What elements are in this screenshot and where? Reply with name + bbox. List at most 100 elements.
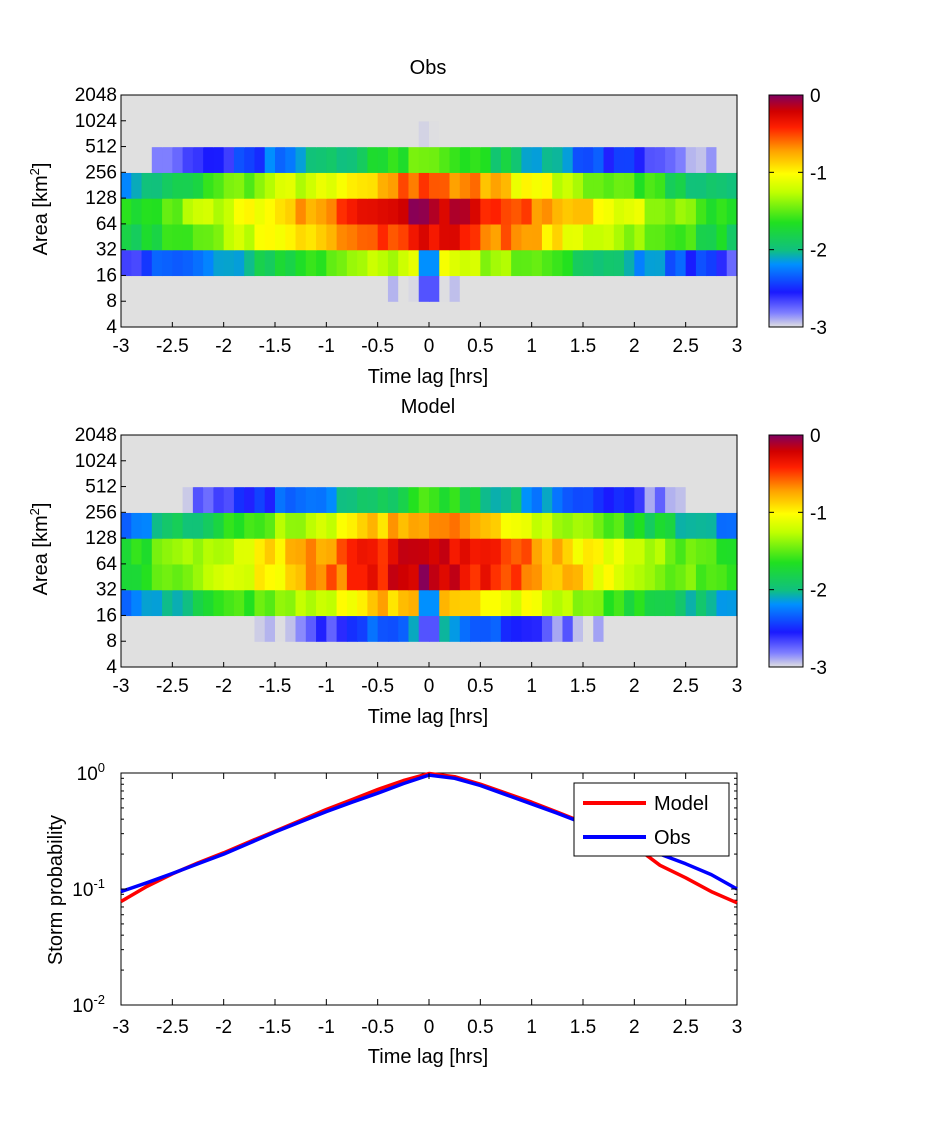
heatmap-cell	[541, 538, 553, 565]
heatmap-cell	[223, 172, 235, 199]
heatmap-cell	[665, 486, 676, 513]
heatmap-cell	[367, 589, 379, 617]
heatmap-cell	[490, 95, 502, 122]
heatmap-cell	[613, 301, 625, 328]
heatmap-cell	[418, 641, 430, 668]
heatmap-cell	[511, 223, 522, 251]
heatmap-cell	[511, 249, 522, 277]
heatmap-cell	[552, 563, 564, 591]
heatmap-cell	[541, 95, 553, 122]
heatmap-cell	[521, 198, 533, 225]
y-tick-label: 4	[106, 317, 117, 338]
heatmap-cell	[162, 172, 173, 199]
heatmap-cell	[131, 486, 143, 513]
heatmap-cell	[151, 223, 163, 251]
heatmap-cell	[654, 589, 666, 617]
heatmap-cell	[223, 198, 235, 225]
heatmap-cell	[377, 172, 389, 199]
heatmap-cell	[521, 512, 533, 539]
heatmap-cell	[316, 120, 327, 148]
heatmap-cell	[387, 249, 399, 277]
y-tick-label: 128	[85, 188, 117, 209]
heatmap-cell	[244, 641, 256, 668]
heatmap-cell	[500, 146, 512, 173]
heatmap-cell	[244, 198, 256, 225]
heatmap-cell	[726, 486, 738, 513]
heatmap-cell	[192, 486, 204, 513]
heatmap-cell	[367, 512, 379, 539]
heatmap-cell	[552, 589, 564, 617]
heatmap-cell	[275, 563, 286, 591]
heatmap-cell	[275, 435, 286, 462]
heatmap-cell	[695, 512, 707, 539]
heatmap-cell	[665, 120, 676, 148]
heatmap-cell	[695, 615, 707, 642]
heatmap-cell	[367, 275, 379, 302]
heatmap-cell	[654, 301, 666, 328]
heatmap-cell	[665, 538, 676, 565]
heatmap-cell	[572, 223, 584, 251]
heatmap-cell	[192, 538, 204, 565]
heatmap-cell	[572, 120, 584, 148]
heatmap-cell	[182, 275, 194, 302]
heatmap-cell	[439, 249, 451, 277]
heatmap-cell	[346, 589, 358, 617]
x-tick-label: 0.5	[467, 676, 493, 697]
heatmap-cell	[377, 538, 389, 565]
heatmap-cell	[244, 120, 256, 148]
heatmap-cell	[593, 615, 605, 642]
heatmap-cell	[716, 512, 728, 539]
heatmap-cell	[357, 120, 368, 148]
heatmap-cell	[316, 486, 327, 513]
heatmap-cell	[418, 95, 430, 122]
heatmap-cell	[203, 223, 214, 251]
heatmap-cell	[603, 223, 615, 251]
heatmap-cell	[264, 538, 276, 565]
heatmap-cell	[613, 512, 625, 539]
heatmap-cell	[634, 460, 646, 488]
heatmap-cell	[695, 641, 707, 668]
heatmap-cell	[162, 512, 173, 539]
heatmap-cell	[367, 538, 379, 565]
heatmap-cell	[387, 223, 399, 251]
y-tick-label: 10-1	[72, 876, 105, 901]
obs-heatmap-yticks: 4 8 16 32 64 128 256 512 1024 2048	[75, 85, 126, 338]
heatmap-cell	[192, 641, 204, 668]
heatmap-cell	[398, 486, 410, 513]
heatmap-cell	[716, 301, 728, 328]
heatmap-cell	[264, 146, 276, 173]
heatmap-cell	[613, 589, 625, 617]
heatmap-cell	[613, 460, 625, 488]
heatmap-cell	[275, 198, 286, 225]
heatmap-cell	[162, 275, 173, 302]
heatmap-cell	[285, 95, 297, 122]
heatmap-cell	[644, 223, 656, 251]
heatmap-cell	[541, 615, 553, 642]
heatmap-cell	[357, 301, 368, 328]
heatmap-cell	[357, 198, 368, 225]
heatmap-cell	[552, 486, 564, 513]
heatmap-cell	[552, 538, 564, 565]
heatmap-cell	[244, 301, 256, 328]
heatmap-cell	[624, 460, 635, 488]
heatmap-cell	[316, 589, 327, 617]
heatmap-cell	[285, 120, 297, 148]
heatmap-cell	[562, 589, 574, 617]
heatmap-cell	[244, 512, 256, 539]
obs-colorbar	[768, 94, 804, 328]
heatmap-cell	[418, 301, 430, 328]
heatmap-cell	[583, 460, 594, 488]
heatmap-cell	[665, 563, 676, 591]
heatmap-cell	[429, 172, 440, 199]
heatmap-cell	[459, 172, 471, 199]
heatmap-cell	[644, 563, 656, 591]
heatmap-cell	[695, 120, 707, 148]
heatmap-cell	[244, 563, 256, 591]
x-tick-label: -2.5	[156, 1017, 189, 1038]
heatmap-cell	[316, 460, 327, 488]
heatmap-cell	[685, 589, 697, 617]
heatmap-cell	[439, 486, 451, 513]
heatmap-cell	[295, 460, 307, 488]
heatmap-cell	[685, 301, 697, 328]
